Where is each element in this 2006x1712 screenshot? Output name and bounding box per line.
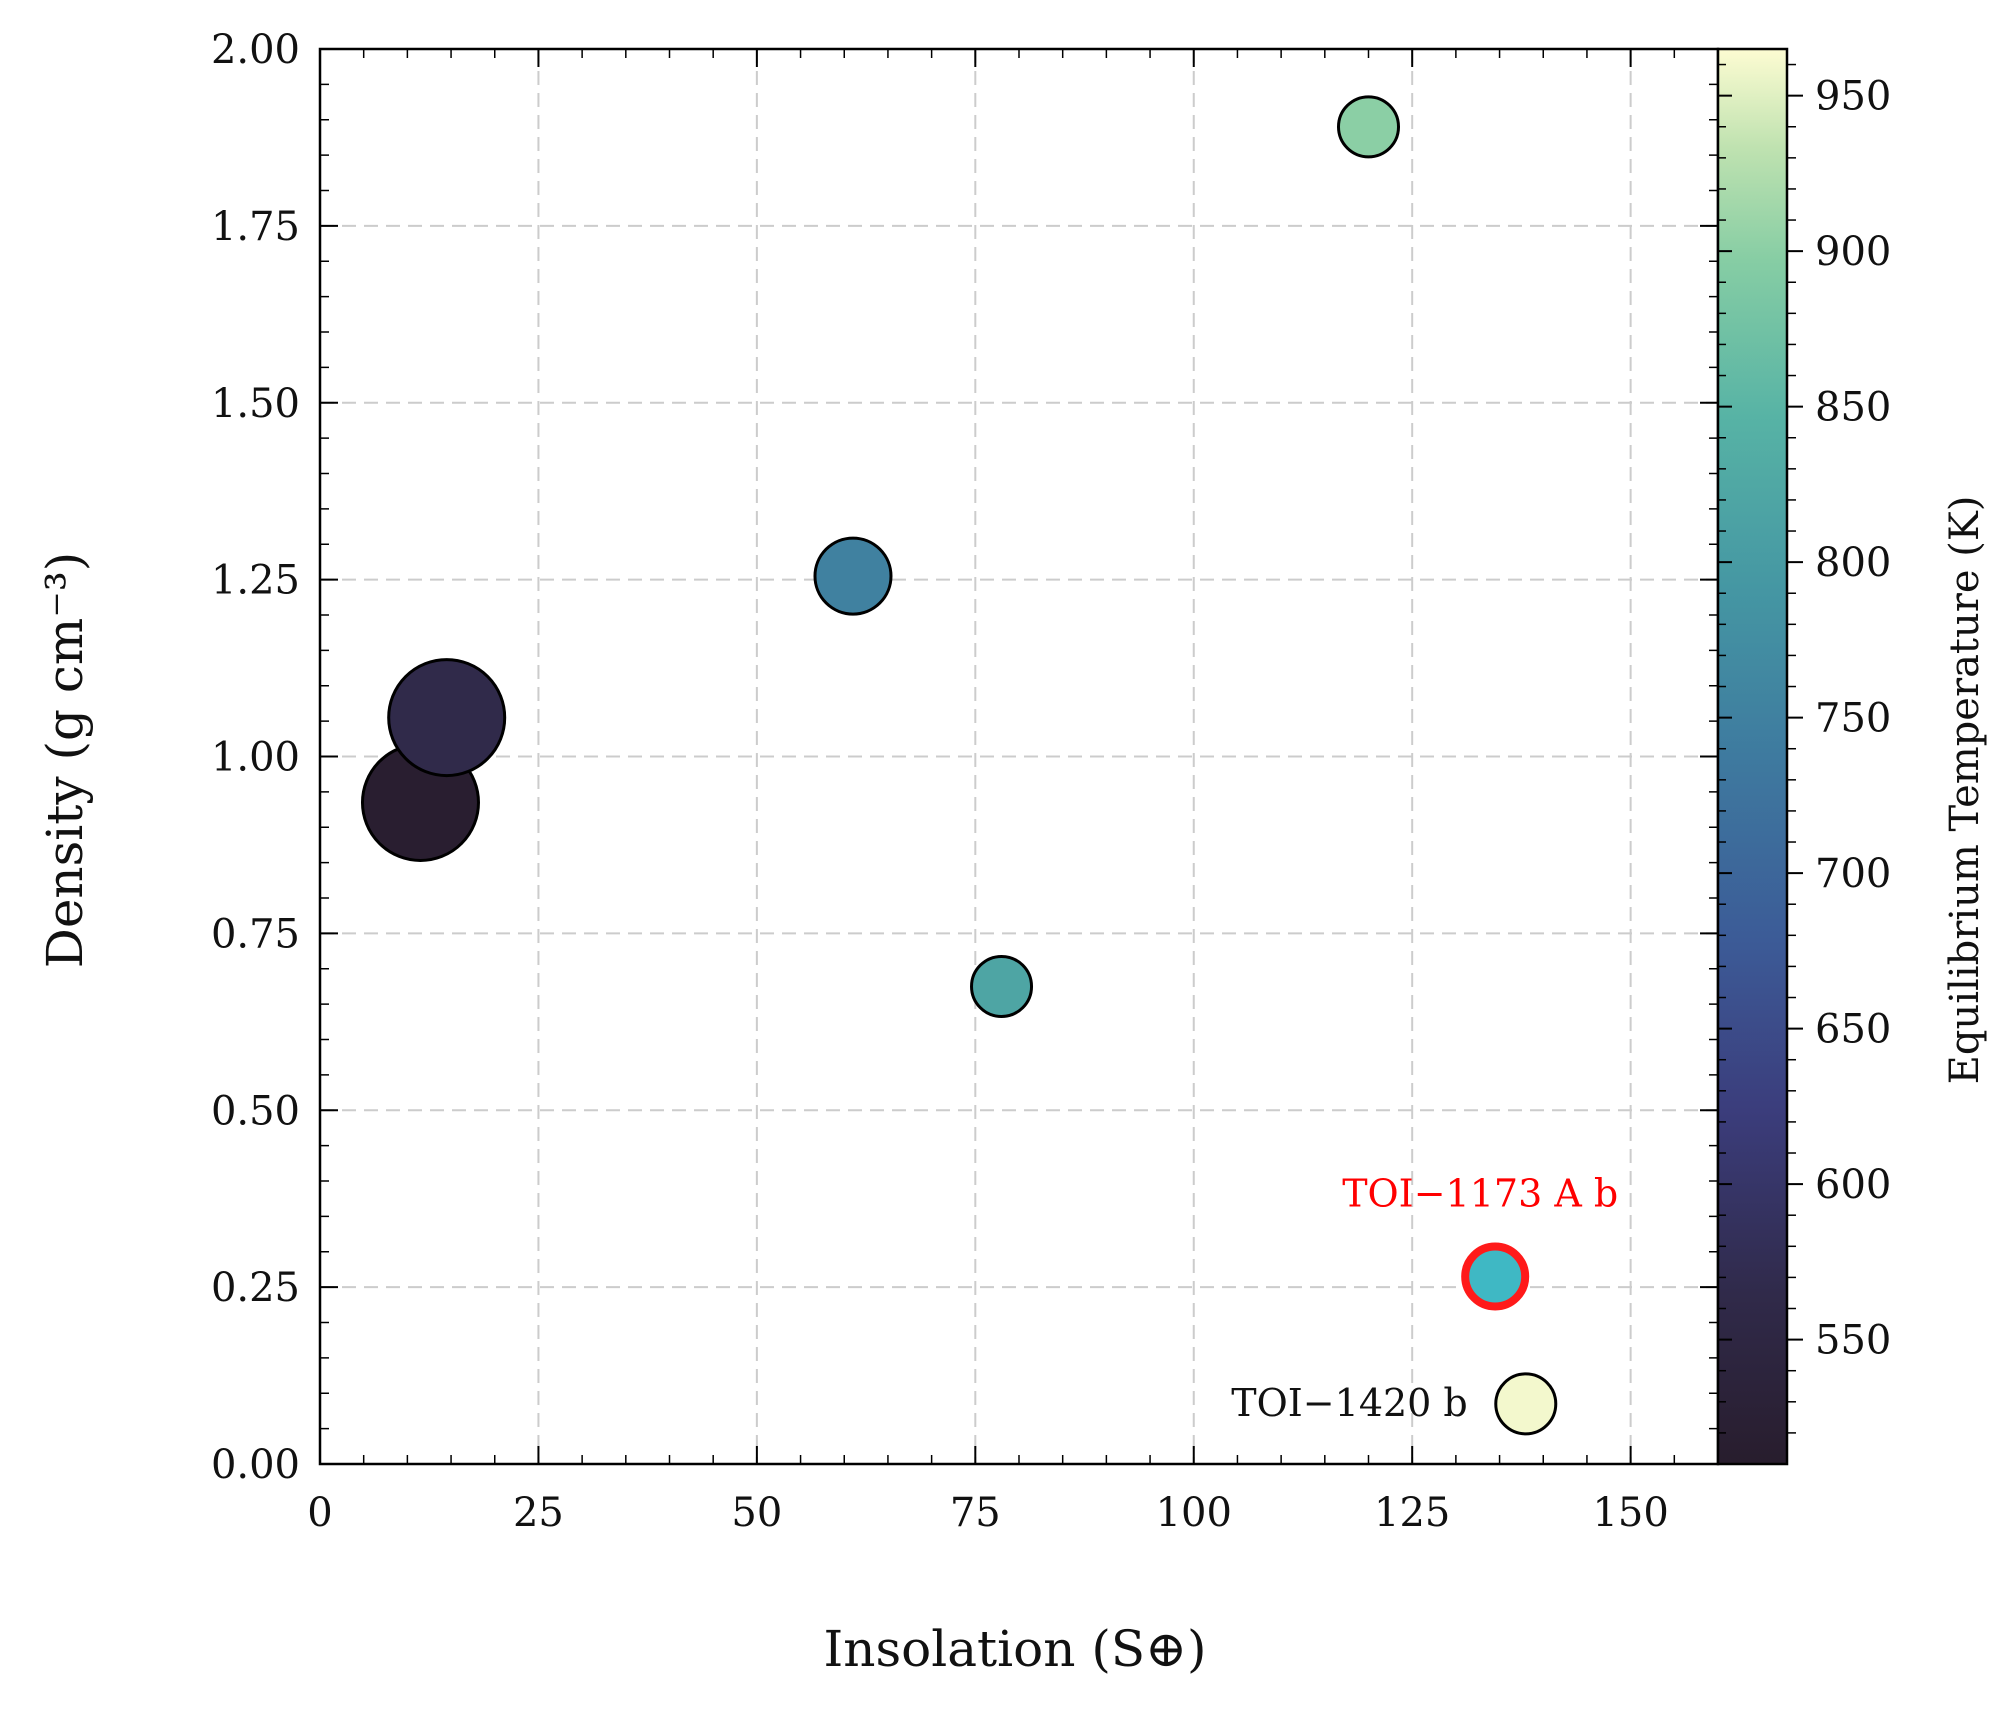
- colorbar-label: Equilibrium Temperature (K): [1942, 496, 1988, 1085]
- x-tick-label: 75: [950, 1490, 1001, 1536]
- colorbar-tick-label: 950: [1815, 74, 1891, 120]
- y-tick-label: 0.25: [211, 1265, 300, 1311]
- colorbar-tick-label: 700: [1815, 851, 1891, 897]
- colorbar-tick-label: 900: [1815, 229, 1891, 275]
- colorbar-tick-label: 650: [1815, 1007, 1891, 1053]
- annotation-label-0: TOI−1173 A b: [1342, 1172, 1618, 1216]
- colorbar-tick-label: 750: [1815, 696, 1891, 742]
- annotation-label-1: TOI−1420 b: [1231, 1381, 1467, 1425]
- colorbar-tick-label: 550: [1815, 1318, 1891, 1364]
- x-axis-label: Insolation (S⊕): [824, 1620, 1207, 1678]
- data-point-5: [1461, 1242, 1530, 1311]
- y-tick-label: 0.75: [211, 911, 300, 957]
- data-point-1: [387, 658, 507, 778]
- data-point-6: [1494, 1372, 1558, 1436]
- annotations: TOI−1173 A b TOI−1420 b: [1231, 1172, 1618, 1425]
- y-tick-label: 0.00: [211, 1442, 300, 1488]
- grid-lines: [320, 49, 1718, 1464]
- x-tick-label: 150: [1592, 1490, 1668, 1536]
- y-tick-label: 1.00: [211, 735, 300, 781]
- x-tick-label: 0: [307, 1490, 332, 1536]
- data-point-4: [1337, 95, 1400, 159]
- axis-ticks: 0 25 50 75 100 125 150 0.00 0.25 0.50 0.75 1.00 1.25…: [211, 27, 1719, 1536]
- data-points: [360, 95, 1558, 1436]
- colorbar-tick-label: 600: [1815, 1162, 1891, 1208]
- x-tick-label: 50: [731, 1490, 782, 1536]
- y-tick-label: 1.75: [211, 204, 300, 250]
- y-tick-label: 0.50: [211, 1088, 300, 1134]
- data-point-3: [970, 954, 1034, 1018]
- x-tick-label: 100: [1156, 1490, 1232, 1536]
- colorbar: 550 600 650 700 750 800 850 900 950: [1716, 47, 1891, 1466]
- y-tick-label: 1.25: [211, 558, 300, 604]
- y-tick-label: 2.00: [211, 27, 300, 73]
- colorbar-tick-label: 850: [1815, 385, 1891, 431]
- colorbar-gradient: [1716, 47, 1789, 1466]
- y-tick-label: 1.50: [211, 381, 300, 427]
- data-point-2: [813, 536, 893, 616]
- x-tick-label: 25: [513, 1490, 564, 1536]
- y-axis-label: Density (g cm⁻³): [36, 552, 94, 969]
- x-tick-label: 125: [1374, 1490, 1450, 1536]
- colorbar-tick-label: 800: [1815, 540, 1891, 586]
